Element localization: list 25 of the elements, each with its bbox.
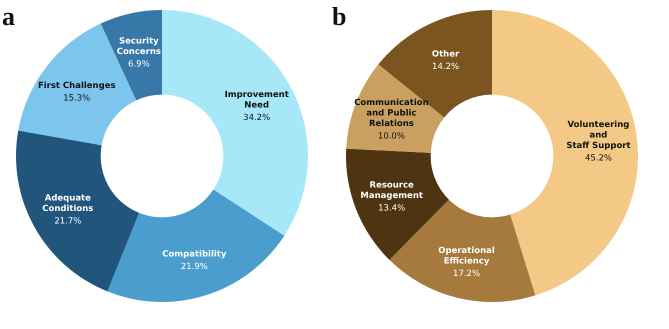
donut-slice [492, 10, 638, 296]
data-label: 21.7% [54, 216, 82, 227]
slice-label: First Challenges [38, 81, 116, 92]
data-label: 15.3% [63, 94, 90, 104]
data-label: 13.4% [378, 204, 406, 214]
slice-label: Resource Management [360, 180, 423, 202]
slice-label: Other [432, 50, 460, 60]
data-label: 17.2% [453, 269, 480, 280]
chart-title: a [2, 2, 15, 31]
slice-label: Compatibility [162, 249, 227, 260]
donut-slice [16, 130, 140, 292]
data-label: 21.9% [180, 262, 208, 272]
chart-title: b [332, 2, 346, 31]
slice-label: Volunteering and Staff Support [566, 120, 631, 152]
slice-label: Security Concerns [116, 36, 161, 57]
slice-label: Improvement Need [224, 90, 289, 111]
data-label: 34.2% [243, 113, 270, 124]
slice-label: Adequate Conditions [42, 194, 94, 214]
donut-slice [107, 190, 284, 302]
data-label: 6.9% [128, 59, 150, 70]
slice-label: Operational Efficiency [438, 246, 495, 267]
data-label: 14.2% [432, 62, 460, 72]
donut-slice [162, 10, 308, 236]
data-label: 10.0% [378, 131, 405, 142]
data-label: 45.2% [584, 154, 612, 164]
